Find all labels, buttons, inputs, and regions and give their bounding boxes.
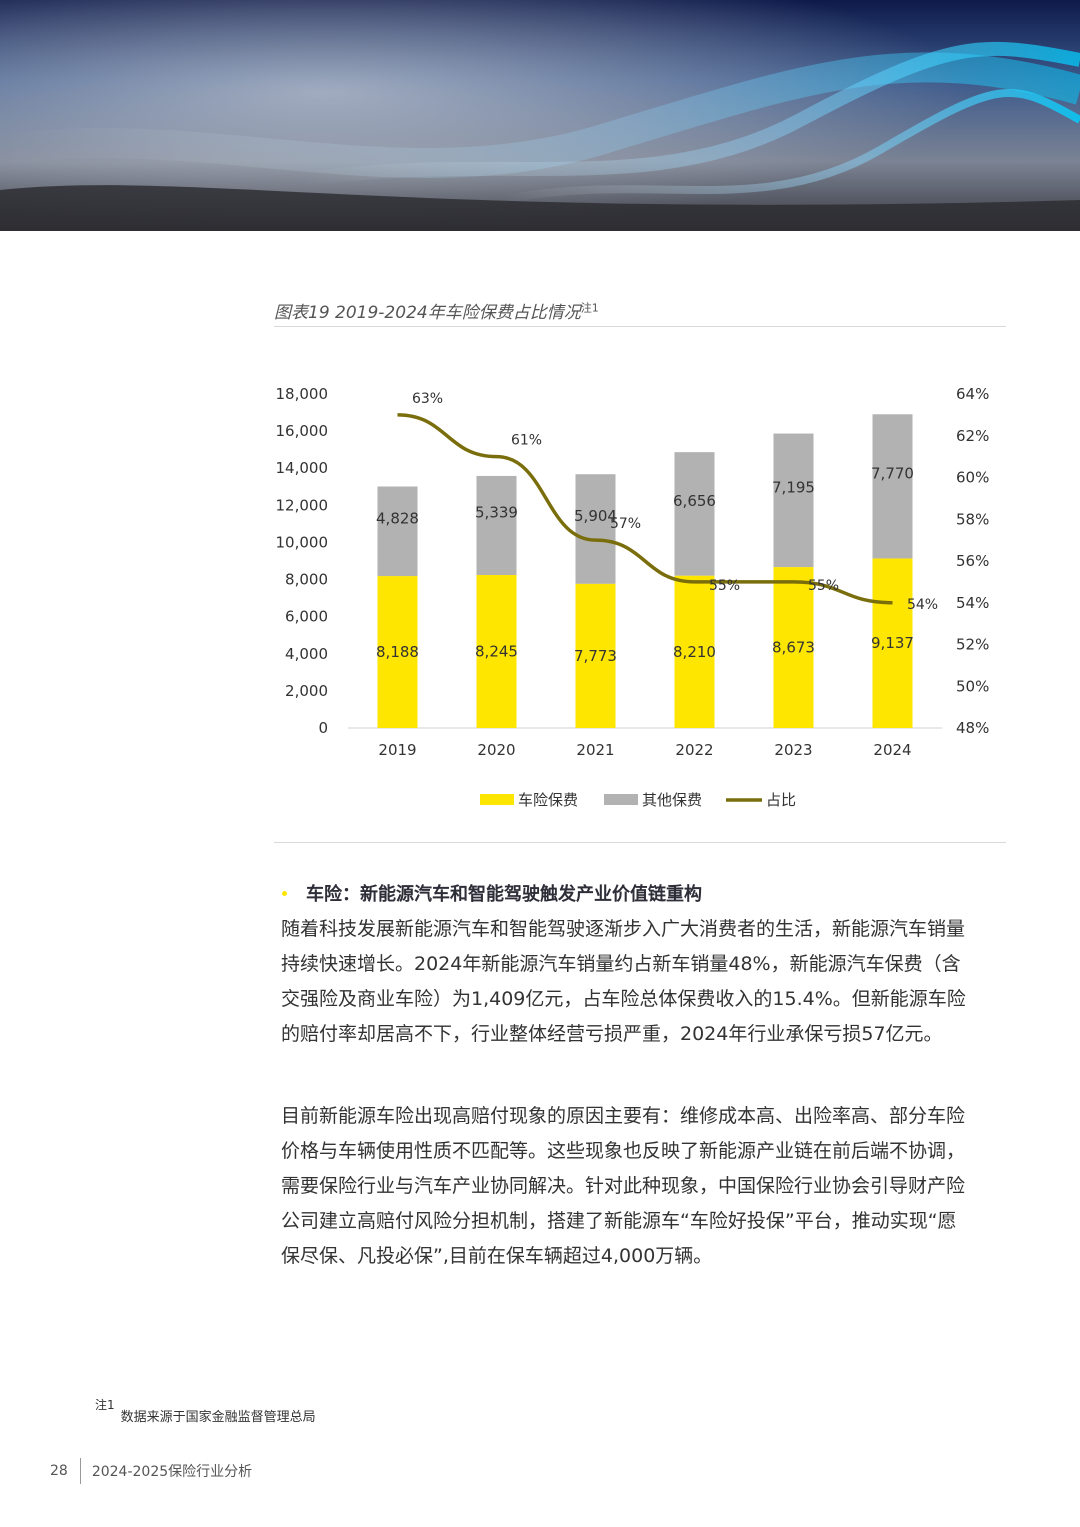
bar-other-premium-label: 5,904 xyxy=(574,507,617,525)
paragraph-line: 的赔付率却居高不下，行业整体经营亏损严重，2024年行业承保亏损57亿元。 xyxy=(281,1023,943,1045)
bar-other-premium xyxy=(377,486,418,577)
figure-bottom-divider xyxy=(274,842,1006,843)
section-heading-row: 车险：新能源汽车和智能驾驶触发产业价值链重构 xyxy=(282,880,702,906)
footnote-mark: 注1 xyxy=(95,1398,115,1412)
page-footer: 28 2024-2025保险行业分析 xyxy=(50,1458,252,1484)
bar-auto-premium xyxy=(674,575,715,728)
bar-auto-premium xyxy=(377,576,418,728)
bar-auto-premium xyxy=(575,583,616,728)
x-tick-label: 2019 xyxy=(378,741,416,759)
legend-label-other-premium: 其他保费 xyxy=(642,791,702,809)
legend-label-share: 占比 xyxy=(766,791,796,809)
y-tick-label: 2,000 xyxy=(285,682,328,700)
premium-share-chart: 0 2,000 4,000 6,000 8,000 10,000 12,000 14,000 1… xyxy=(276,385,990,809)
bar-other-premium xyxy=(872,414,913,559)
bar-other-premium-label: 6,656 xyxy=(673,492,716,510)
legend-swatch-auto-premium xyxy=(480,794,514,805)
bar-auto-premium xyxy=(773,567,814,728)
bar-auto-premium-label: 8,188 xyxy=(376,643,419,661)
page-number: 28 xyxy=(50,1463,68,1479)
bar-other-premium xyxy=(476,475,517,576)
y-tick-label: 4,000 xyxy=(285,645,328,663)
footer-doc-title: 2024-2025保险行业分析 xyxy=(91,1464,253,1480)
bar-other-premium xyxy=(773,433,814,568)
paragraph-1: 随着科技发展新能源汽车和智能驾驶逐渐步入广大消费者的生活，新能源汽车销量 持续快… xyxy=(281,912,1003,1052)
y-tick-label: 6,000 xyxy=(285,608,328,626)
figure-title: 图表19 2019-2024年车险保费占比情况注1 xyxy=(274,301,599,323)
footer-divider xyxy=(79,1458,81,1484)
share-point-label: 55% xyxy=(709,578,740,594)
share-point-label: 57% xyxy=(610,516,641,532)
legend-label-auto-premium: 车险保费 xyxy=(518,791,578,809)
y-tick-label: 8,000 xyxy=(285,571,328,589)
paragraph-line: 价格与车辆使用性质不匹配等。这些现象也反映了新能源产业链在前后端不协调， xyxy=(281,1140,966,1162)
paragraph-line: 交强险及商业车险）为1,409亿元，占车险总体保费收入的15.4%。但新能源车险 xyxy=(281,988,966,1010)
y-tick-label: 10,000 xyxy=(276,533,329,551)
y-tick-label: 18,000 xyxy=(276,385,329,403)
paragraph-line: 持续快速增长。2024年新能源汽车销量约占新车销量48%，新能源汽车保费（含 xyxy=(281,953,961,975)
y2-tick-label: 56% xyxy=(956,552,989,570)
share-point-label: 61% xyxy=(511,433,542,449)
y2-tick-label: 62% xyxy=(956,427,989,445)
share-point-label: 63% xyxy=(412,391,443,407)
bar-other-premium-label: 7,195 xyxy=(772,478,815,496)
bar-other-premium-label: 7,770 xyxy=(871,464,914,482)
paragraph-2: 目前新能源车险出现高赔付现象的原因主要有：维修成本高、出险率高、部分车险 价格与… xyxy=(281,1099,1003,1274)
share-line xyxy=(397,413,893,605)
bar-auto-premium xyxy=(476,575,517,728)
bar-auto-premium-label: 8,210 xyxy=(673,643,716,661)
bar-other-premium xyxy=(674,452,715,576)
y2-tick-label: 50% xyxy=(956,677,989,695)
share-point-label: 54% xyxy=(907,597,938,613)
bar-auto-premium-label: 8,673 xyxy=(772,639,815,657)
bar-auto-premium-label: 7,773 xyxy=(574,647,617,665)
y2-tick-label: 48% xyxy=(956,719,989,737)
paragraph-line: 公司建立高赔付风险分担机制，搭建了新能源车“车险好投保”平台，推动实现“愿 xyxy=(281,1210,957,1232)
footnote: 注1 数据来源于国家金融监督管理总局 xyxy=(95,1398,316,1425)
bar-other-premium xyxy=(575,474,616,584)
header-banner-image xyxy=(0,0,1080,231)
chart-container: 0 2,000 4,000 6,000 8,000 10,000 12,000 14,000 1… xyxy=(262,372,1006,832)
y2-tick-label: 58% xyxy=(956,510,989,528)
share-point-label: 55% xyxy=(808,578,839,594)
y2-tick-label: 60% xyxy=(956,469,989,487)
y2-tick-label: 52% xyxy=(956,636,989,654)
section-heading: 车险：新能源汽车和智能驾驶触发产业价值链重构 xyxy=(306,884,702,905)
paragraph-line: 随着科技发展新能源汽车和智能驾驶逐渐步入广大消费者的生活，新能源汽车销量 xyxy=(281,918,966,940)
bar-other-premium-label: 5,339 xyxy=(475,503,518,521)
bar-auto-premium-label: 8,245 xyxy=(475,643,518,661)
bar-auto-premium xyxy=(872,558,913,728)
paragraph-line: 保尽保、凡投必保”,目前在保车辆超过4,000万辆。 xyxy=(281,1245,713,1267)
legend-swatch-other-premium xyxy=(604,794,638,805)
paragraph-line: 目前新能源车险出现高赔付现象的原因主要有：维修成本高、出险率高、部分车险 xyxy=(281,1105,966,1127)
y-tick-label: 0 xyxy=(318,719,328,737)
x-tick-label: 2020 xyxy=(477,741,515,759)
footnote-text: 数据来源于国家金融监督管理总局 xyxy=(120,1410,316,1425)
x-tick-label: 2023 xyxy=(774,741,812,759)
bar-auto-premium-label: 9,137 xyxy=(871,634,914,652)
figure-top-divider xyxy=(274,326,1006,327)
y-tick-label: 14,000 xyxy=(276,459,329,477)
x-tick-label: 2022 xyxy=(675,741,713,759)
y-tick-label: 16,000 xyxy=(276,422,329,440)
y2-tick-label: 54% xyxy=(956,594,989,612)
bar-other-premium-label: 4,828 xyxy=(376,509,419,527)
bullet-dot-icon xyxy=(282,890,287,896)
x-tick-label: 2021 xyxy=(576,741,614,759)
y-tick-label: 12,000 xyxy=(276,496,329,514)
x-tick-label: 2024 xyxy=(873,741,911,759)
y2-tick-label: 64% xyxy=(956,385,989,403)
paragraph-line: 需要保险行业与汽车产业协同解决。针对此种现象，中国保险行业协会引导财产险 xyxy=(281,1175,966,1197)
